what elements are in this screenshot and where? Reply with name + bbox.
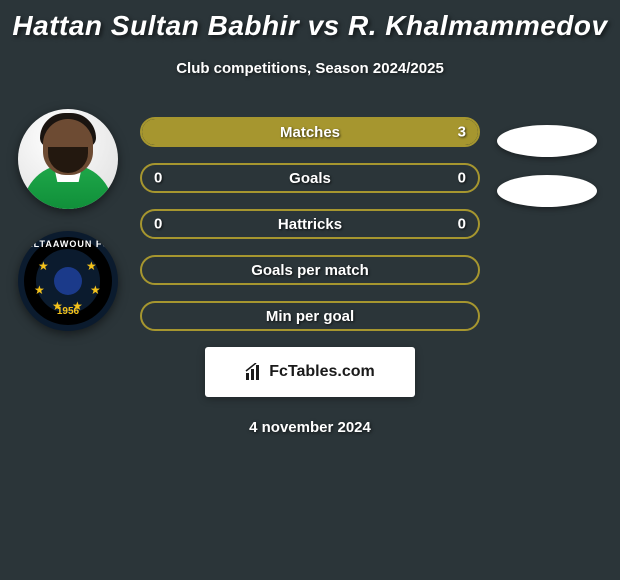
- comparison-content: ALTAAWOUN FC ★ ★ ★ ★ ★ ★ 1956 Matches 3 0 G…: [0, 117, 620, 331]
- stat-value-left: 0: [154, 216, 162, 233]
- player1-avatar: [18, 109, 118, 209]
- page-title: Hattan Sultan Babhir vs R. Khalmammedov: [0, 0, 620, 42]
- stat-label: Min per goal: [266, 308, 354, 325]
- club-logo-year: 1956: [18, 306, 118, 317]
- stat-value-right: 0: [458, 216, 466, 233]
- stat-bar: Min per goal: [140, 301, 480, 331]
- player2-club-logo-placeholder: [497, 175, 597, 207]
- chart-icon: [245, 363, 263, 381]
- player1-club-logo: ALTAAWOUN FC ★ ★ ★ ★ ★ ★ 1956: [18, 231, 118, 331]
- stat-bar: 0 Hattricks 0: [140, 209, 480, 239]
- stat-label: Matches: [280, 124, 340, 141]
- player2-avatar-placeholder: [497, 125, 597, 157]
- snapshot-date: 4 november 2024: [0, 419, 620, 436]
- stat-bar: 0 Goals 0: [140, 163, 480, 193]
- stat-value-right: 0: [458, 170, 466, 187]
- brand-label: FcTables.com: [269, 363, 375, 381]
- stat-label: Hattricks: [278, 216, 342, 233]
- stat-label: Goals per match: [251, 262, 369, 279]
- stat-value-left: 0: [154, 170, 162, 187]
- stat-label: Goals: [289, 170, 331, 187]
- club-logo-text: ALTAAWOUN FC: [18, 239, 118, 249]
- left-avatars-column: ALTAAWOUN FC ★ ★ ★ ★ ★ ★ 1956: [8, 109, 128, 353]
- stat-value-right: 3: [458, 124, 466, 141]
- stat-bars: Matches 3 0 Goals 0 0 Hattricks 0 Goals per matc…: [140, 117, 480, 331]
- brand-card: FcTables.com: [205, 347, 415, 397]
- stat-bar: Matches 3: [140, 117, 480, 147]
- stat-bar: Goals per match: [140, 255, 480, 285]
- right-avatars-column: [482, 125, 612, 225]
- page-subtitle: Club competitions, Season 2024/2025: [0, 60, 620, 77]
